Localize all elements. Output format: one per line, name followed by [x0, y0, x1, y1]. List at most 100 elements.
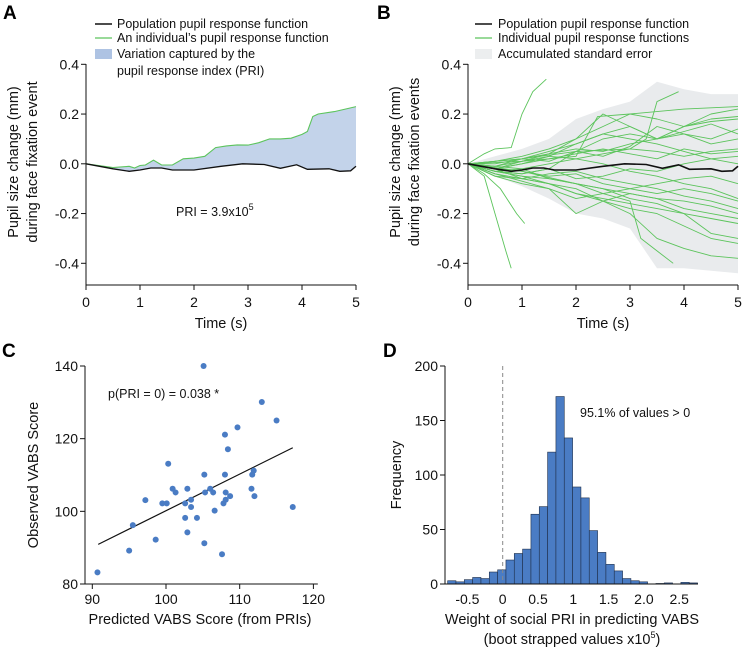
legend-swatch-pri: [95, 49, 112, 59]
legend-pri-line1: Variation captured by the: [117, 47, 255, 61]
individual-line: [467, 163, 674, 264]
y-tick-label-a: -0.2: [55, 206, 79, 222]
scatter-point: [94, 569, 101, 576]
pri-annotation-text: PRI = 3.9x10: [176, 205, 249, 219]
legend-population-b: Population pupil response function: [498, 17, 689, 31]
scatter-point: [227, 493, 234, 500]
panel-b: B Population pupil response function Ind…: [377, 3, 742, 332]
standard-error-band: [468, 81, 738, 274]
x-tick-label-b: 0: [464, 294, 472, 310]
individual-line: [467, 91, 679, 165]
y-axis-label-c: Observed VABS Score: [26, 402, 42, 548]
x-tick-label-d: 0: [499, 591, 507, 607]
scatter-point: [222, 489, 229, 496]
histogram-bar: [505, 559, 515, 585]
x-axis-label-a: Time (s): [195, 316, 248, 332]
histogram-bar: [613, 570, 623, 585]
scatter-point: [219, 551, 226, 558]
individual-line: [467, 106, 739, 165]
panel-label-a: A: [3, 3, 17, 24]
scatter-point: [193, 514, 200, 521]
histogram-bar: [497, 569, 507, 585]
histogram-bar: [472, 577, 482, 585]
x-axis-label-d-exponent: 5: [651, 630, 656, 640]
population-line: [85, 163, 357, 172]
x-axis-label-d-line2: (boot strapped values x105): [484, 630, 661, 648]
individual-line: [467, 163, 739, 219]
scatter-point: [234, 424, 241, 431]
y-tick-label-a: 0.4: [60, 56, 80, 72]
histogram-bar: [605, 564, 615, 585]
y-tick-label-d: 50: [422, 522, 438, 538]
y-tick-label-b: 0.2: [442, 106, 462, 122]
scatter-point: [258, 398, 265, 405]
x-tick-label-b: 5: [734, 294, 742, 310]
pri-annotation-exponent: 5: [249, 202, 254, 212]
histogram-bar: [572, 486, 582, 585]
y-tick-label-b: 0.4: [442, 56, 462, 72]
y-tick-label-a: 0.2: [60, 106, 80, 122]
p-value-annotation: p(PRI = 0) = 0.038 *: [108, 387, 219, 401]
individual-line: [467, 163, 739, 210]
x-tick-label-a: 4: [298, 294, 306, 310]
y-axis-label-b-line1: Pupil size change (mm): [388, 86, 404, 238]
histogram-bar: [480, 578, 490, 585]
scatter-point: [200, 363, 207, 369]
x-axis-label-d-paren: ): [656, 632, 661, 648]
scatter-point: [129, 522, 136, 529]
individual-line: [467, 148, 739, 170]
histogram-bar: [530, 513, 540, 585]
individual-line: [467, 108, 739, 170]
histogram-bar: [522, 548, 532, 585]
pri-annotation: PRI = 3.9x105: [176, 202, 254, 219]
scatter-point: [165, 460, 172, 467]
x-tick-label-b: 3: [626, 294, 634, 310]
scatter-point: [224, 446, 231, 453]
individual-line: [467, 113, 739, 165]
y-tick-label-c: 120: [55, 431, 79, 447]
scatter-point: [248, 485, 255, 492]
individual-line: [467, 78, 547, 165]
scatter-point: [202, 489, 209, 496]
x-tick-label-b: 4: [680, 294, 688, 310]
x-tick-label-c: 110: [229, 591, 252, 607]
histogram-bar: [463, 579, 473, 585]
x-tick-label-d: 0.5: [528, 591, 548, 607]
x-tick-label-c: 120: [302, 591, 326, 607]
histogram-bar: [588, 530, 598, 585]
panel-a: A Population pupil response function An …: [3, 3, 360, 332]
scatter-point: [184, 529, 191, 536]
panel-label-b: B: [377, 3, 391, 24]
y-axis-label-a-line1: Pupil size change (mm): [6, 86, 22, 238]
x-axis-label-d-text: (boot strapped values x10: [484, 632, 651, 648]
scatter-point: [221, 431, 228, 438]
regression-line: [97, 447, 294, 545]
individual-line: [467, 155, 739, 180]
scatter-point: [220, 500, 227, 507]
y-tick-label-d: 0: [430, 576, 438, 592]
x-tick-label-d: -0.5: [455, 591, 479, 607]
x-tick-label-a: 2: [190, 294, 198, 310]
scatter-point: [188, 503, 195, 510]
scatter-point: [289, 503, 296, 510]
individual-line: [467, 123, 739, 167]
legend-pri-line2: pupil response index (PRI): [117, 64, 264, 78]
x-tick-label-c: 90: [85, 591, 101, 607]
x-axis-label-c: Predicted VABS Score (from PRIs): [89, 612, 312, 628]
x-tick-label-d: 1.5: [599, 591, 619, 607]
histogram-bar: [547, 451, 557, 585]
scatter-point: [251, 493, 258, 500]
scatter-point: [182, 514, 189, 521]
x-tick-label-b: 2: [572, 294, 580, 310]
scatter-point: [210, 489, 217, 496]
x-axis-label-b: Time (s): [577, 316, 630, 332]
legend-population: Population pupil response function: [117, 17, 308, 31]
histogram-bar: [597, 552, 607, 585]
y-axis-label-b-line2: during face fixation events: [407, 78, 423, 246]
y-tick-label-b: 0.0: [442, 156, 462, 172]
scatter-point: [172, 489, 179, 496]
panel-label-c: C: [2, 341, 16, 362]
individual-line: [467, 158, 739, 200]
individual-line: [467, 163, 512, 269]
